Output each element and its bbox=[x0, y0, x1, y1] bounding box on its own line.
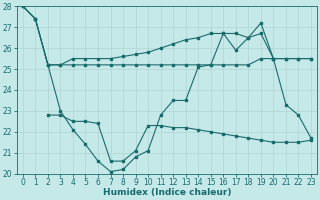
X-axis label: Humidex (Indice chaleur): Humidex (Indice chaleur) bbox=[103, 188, 231, 197]
